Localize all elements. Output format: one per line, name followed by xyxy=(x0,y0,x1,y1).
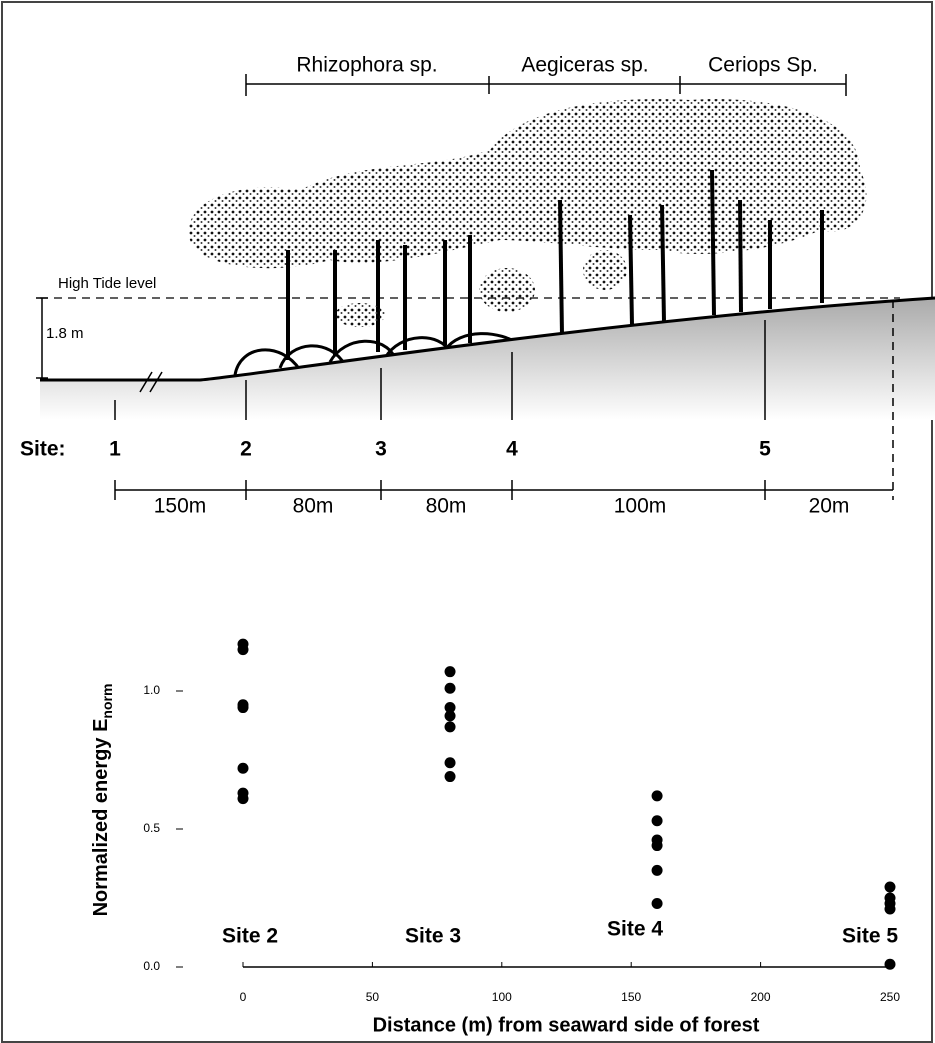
ground xyxy=(40,298,935,420)
y-axis-title: Normalized energy Enorm xyxy=(90,684,114,917)
x-axis-title: Distance (m) from seaward side of forest xyxy=(373,1014,760,1036)
site-number: 1 xyxy=(109,438,121,461)
y-axis-title-subscript: norm xyxy=(99,684,115,719)
y-tick-label: 0.0 xyxy=(143,959,160,973)
data-point xyxy=(445,710,456,721)
data-point xyxy=(652,790,663,801)
data-point xyxy=(445,683,456,694)
data-point xyxy=(238,793,249,804)
height-label: 1.8 m xyxy=(46,325,84,342)
data-point xyxy=(652,840,663,851)
site-number: 5 xyxy=(759,438,771,461)
data-point xyxy=(445,757,456,768)
x-tick-label: 0 xyxy=(240,990,247,1004)
data-point xyxy=(885,881,896,892)
distance-label: 80m xyxy=(293,495,334,518)
site-label: Site: xyxy=(20,438,66,461)
site-annotation: Site 3 xyxy=(405,925,461,948)
data-point xyxy=(652,865,663,876)
x-tick-label: 50 xyxy=(366,990,380,1004)
distance-label: 20m xyxy=(809,495,850,518)
site-annotation: Site 4 xyxy=(607,918,663,941)
distance-label: 100m xyxy=(614,495,667,518)
species-label: Aegiceras sp. xyxy=(521,54,648,77)
data-point xyxy=(885,959,896,970)
y-tick-label: 0.5 xyxy=(143,821,160,835)
data-point xyxy=(445,771,456,782)
data-point xyxy=(238,763,249,774)
species-label: Ceriops Sp. xyxy=(708,54,818,77)
page: {"diagram": {"species": ["Rhizophora sp.… xyxy=(0,0,935,1043)
data-point xyxy=(445,666,456,677)
x-tick-label: 200 xyxy=(751,990,771,1004)
species-brackets xyxy=(246,74,846,96)
x-tick-label: 100 xyxy=(492,990,512,1004)
x-tick-label: 150 xyxy=(621,990,641,1004)
site-number: 3 xyxy=(375,438,387,461)
data-point xyxy=(652,898,663,909)
data-point xyxy=(445,721,456,732)
data-point xyxy=(238,702,249,713)
figure: Rhizophora sp. Aegiceras sp. Ceriops Sp.… xyxy=(0,0,935,1043)
distance-label: 80m xyxy=(426,495,467,518)
distance-label: 150m xyxy=(154,495,207,518)
site-number: 2 xyxy=(240,438,252,461)
data-point xyxy=(238,644,249,655)
data-point xyxy=(885,904,896,915)
site-annotation: Site 2 xyxy=(222,925,278,948)
x-tick-label: 250 xyxy=(880,990,900,1004)
species-label: Rhizophora sp. xyxy=(296,54,437,77)
site-number: 4 xyxy=(506,438,518,461)
distance-scale xyxy=(115,480,893,500)
y-tick-label: 1.0 xyxy=(143,683,160,697)
site-annotation: Site 5 xyxy=(842,925,898,948)
data-point xyxy=(652,815,663,826)
tide-label: High Tide level xyxy=(58,275,156,292)
y-axis-title-main: Normalized energy E xyxy=(90,719,112,917)
